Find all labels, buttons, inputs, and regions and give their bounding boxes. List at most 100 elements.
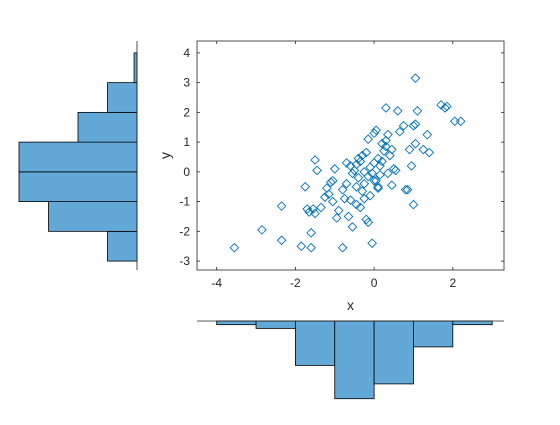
scatter-point bbox=[410, 119, 421, 130]
scatter-point bbox=[355, 156, 366, 167]
y-axis-label: y bbox=[157, 152, 173, 159]
scatter-point bbox=[257, 225, 267, 235]
scatter-point bbox=[398, 120, 409, 131]
scatter-point bbox=[392, 106, 403, 116]
scatter-point bbox=[367, 238, 377, 249]
y-histogram bbox=[18, 41, 138, 270]
scatter-point bbox=[331, 213, 342, 223]
x-histogram bbox=[197, 320, 504, 400]
scatter-point bbox=[442, 101, 452, 112]
scatter-point bbox=[347, 222, 358, 232]
scatter-point bbox=[359, 178, 370, 189]
scatter-point bbox=[347, 168, 358, 179]
x-axis-label: x bbox=[347, 297, 354, 313]
scatter-point bbox=[322, 183, 332, 194]
scatter-point bbox=[337, 184, 348, 195]
scatter-point bbox=[304, 207, 315, 217]
y-tick-label: 1 bbox=[183, 135, 190, 149]
scatter-point bbox=[369, 128, 379, 139]
scatter-point bbox=[381, 103, 391, 113]
x-histogram-bar bbox=[294, 320, 336, 366]
scatter-point bbox=[381, 141, 391, 152]
scatter-point bbox=[357, 186, 368, 197]
scatter-point bbox=[377, 156, 387, 167]
y-histogram-bar bbox=[107, 230, 138, 262]
scatter-point bbox=[406, 161, 417, 171]
scatter-point bbox=[306, 227, 316, 238]
scatter-point bbox=[339, 193, 350, 204]
scatter-point bbox=[300, 181, 311, 192]
scatter-point bbox=[418, 144, 429, 155]
y-tick-label: 0 bbox=[183, 165, 190, 179]
scatter-point bbox=[361, 147, 372, 158]
x-tick-label: -4 bbox=[211, 276, 222, 290]
scatter-point bbox=[327, 175, 338, 186]
y-histogram-bar bbox=[77, 111, 138, 143]
scatter-point bbox=[343, 211, 354, 222]
y-histogram-bar bbox=[48, 201, 138, 232]
scatter-point bbox=[402, 184, 413, 195]
scatter-point bbox=[371, 125, 381, 136]
y-tick-label: 4 bbox=[183, 46, 190, 60]
scatter-point bbox=[394, 126, 405, 137]
scatter-point bbox=[349, 165, 360, 176]
scatter-point bbox=[333, 205, 344, 216]
scatter-plot: -4 -2 0 2 -3 -2 -1 0 1 2 3 4 x y bbox=[157, 40, 505, 313]
y-tick-label: -3 bbox=[179, 254, 190, 268]
scatter-point bbox=[312, 165, 322, 176]
scatter-point bbox=[351, 181, 362, 192]
y-tick-label: 3 bbox=[183, 76, 190, 90]
scatter-point bbox=[377, 138, 387, 149]
scatter-point bbox=[408, 199, 419, 210]
scatter-point bbox=[365, 190, 376, 201]
scatter-point bbox=[320, 192, 330, 202]
scatter-point bbox=[355, 202, 366, 213]
scatter-point bbox=[308, 204, 318, 214]
x-tick-label: 0 bbox=[371, 276, 378, 290]
scatter-point bbox=[424, 147, 435, 158]
scatter-point bbox=[310, 208, 320, 219]
y-histogram-bar bbox=[18, 141, 138, 173]
scatter-point bbox=[412, 106, 423, 116]
scatter-point bbox=[385, 150, 395, 161]
x-histogram-bar bbox=[413, 320, 454, 348]
scatter-point bbox=[381, 135, 391, 146]
scatter-point bbox=[363, 217, 374, 228]
scatter-point bbox=[390, 165, 401, 176]
y-histogram-bar bbox=[107, 82, 138, 113]
scatter-point bbox=[276, 201, 287, 211]
scatter-point bbox=[436, 100, 446, 110]
scatter-point bbox=[351, 159, 362, 170]
scatter-point bbox=[363, 171, 374, 182]
scatter-point bbox=[373, 153, 383, 164]
y-histogram-bar bbox=[18, 171, 138, 202]
scatter-point bbox=[325, 177, 336, 188]
scatter-point bbox=[345, 195, 356, 205]
scatter-point bbox=[375, 169, 385, 180]
scatter-point bbox=[400, 184, 411, 195]
x-histogram-bar bbox=[373, 320, 414, 385]
y-tick-label: -2 bbox=[179, 224, 190, 238]
y-tick-label: -1 bbox=[179, 195, 190, 209]
scatter-point bbox=[310, 155, 320, 165]
scatter-point bbox=[351, 199, 362, 210]
scatter-point bbox=[306, 242, 316, 253]
scatter-point bbox=[353, 172, 364, 183]
scatter-point bbox=[341, 178, 352, 189]
scatter-point bbox=[410, 73, 421, 84]
scatter-point bbox=[367, 168, 377, 179]
x-histogram-bar bbox=[255, 320, 296, 329]
scatter-point bbox=[404, 144, 415, 155]
x-histogram-bar bbox=[452, 320, 493, 326]
scatter-point bbox=[329, 164, 340, 174]
scatter-point bbox=[276, 235, 287, 246]
scatter-point bbox=[386, 180, 397, 191]
scatter-point bbox=[337, 242, 348, 253]
scatter-point bbox=[357, 150, 368, 161]
scatter-point bbox=[327, 196, 338, 207]
x-histogram-bar bbox=[334, 320, 375, 400]
scatter-point bbox=[408, 120, 419, 131]
scatter-point bbox=[422, 129, 433, 140]
